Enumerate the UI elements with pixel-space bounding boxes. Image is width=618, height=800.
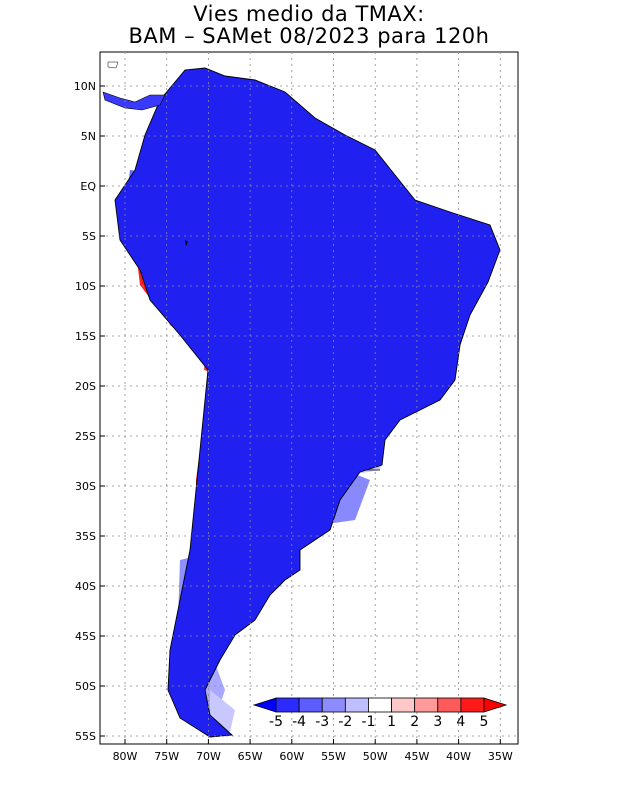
longitude-label: 40W xyxy=(446,750,471,763)
longitude-labels: 80W 75W 70W 65W 60W 55W 50W 45W 40W 35W xyxy=(113,739,513,763)
colorbar-arrow-right xyxy=(483,697,508,713)
latitude-label: 30S xyxy=(75,480,96,493)
colorbar-label: 1 xyxy=(387,714,396,730)
longitude-label: 70W xyxy=(196,750,221,763)
latitude-label: 40S xyxy=(75,580,96,593)
colorbar-label: 3 xyxy=(433,714,442,730)
longitude-label: 65W xyxy=(238,750,263,763)
longitude-label: 35W xyxy=(488,750,513,763)
colorbar-label: -1 xyxy=(361,714,375,730)
colorbar-label: -2 xyxy=(338,714,352,730)
latitude-label: 5S xyxy=(82,230,96,243)
colorbar-box xyxy=(437,697,462,713)
latitude-label: 55S xyxy=(75,730,96,743)
map-title-line2: BAM – SAMet 08/2023 para 120h xyxy=(128,24,490,48)
map-title-line1: Vies medio da TMAX: xyxy=(193,2,425,26)
latitude-label: 20S xyxy=(75,380,96,393)
longitude-label: 60W xyxy=(279,750,304,763)
colorbar-box xyxy=(321,697,346,713)
colorbar-box xyxy=(298,697,323,713)
latitude-label: 5N xyxy=(81,130,96,143)
longitude-label: 50W xyxy=(363,750,388,763)
colorbar-box xyxy=(460,697,485,713)
colorbar-box xyxy=(275,697,300,713)
colorbar-label: -5 xyxy=(269,714,283,730)
graticule xyxy=(100,52,518,744)
colorbar-box xyxy=(391,697,416,713)
colorbar-label: 4 xyxy=(456,714,465,730)
latitude-label: EQ xyxy=(80,180,96,193)
colorbar: -5 -4 -3 -2 -1 1 2 3 4 5 xyxy=(252,697,508,730)
colorbar-label: -4 xyxy=(292,714,306,730)
colorbar-label: 2 xyxy=(410,714,419,730)
latitude-label: 50S xyxy=(75,680,96,693)
colorbar-box xyxy=(414,697,439,713)
latitude-label: 25S xyxy=(75,430,96,443)
latitude-label: 45S xyxy=(75,630,96,643)
latitude-label: 35S xyxy=(75,530,96,543)
colorbar-box xyxy=(368,697,392,713)
colorbar-label: 5 xyxy=(480,714,489,730)
latitude-label: 10N xyxy=(74,80,96,93)
colorbar-box xyxy=(344,697,369,713)
latitude-labels: 10N 5N EQ 5S 10S 15S 20S 25S 30S 35S 40S 45S 50S 55S xyxy=(74,80,105,743)
central-america-landmass xyxy=(102,91,166,111)
latitude-label: 15S xyxy=(75,330,96,343)
colorbar-label: -3 xyxy=(315,714,329,730)
longitude-label: 45W xyxy=(404,750,429,763)
map-content xyxy=(100,52,518,744)
longitude-label: 75W xyxy=(154,750,179,763)
longitude-label: 80W xyxy=(113,750,138,763)
longitude-label: 55W xyxy=(321,750,346,763)
latitude-label: 10S xyxy=(75,280,96,293)
